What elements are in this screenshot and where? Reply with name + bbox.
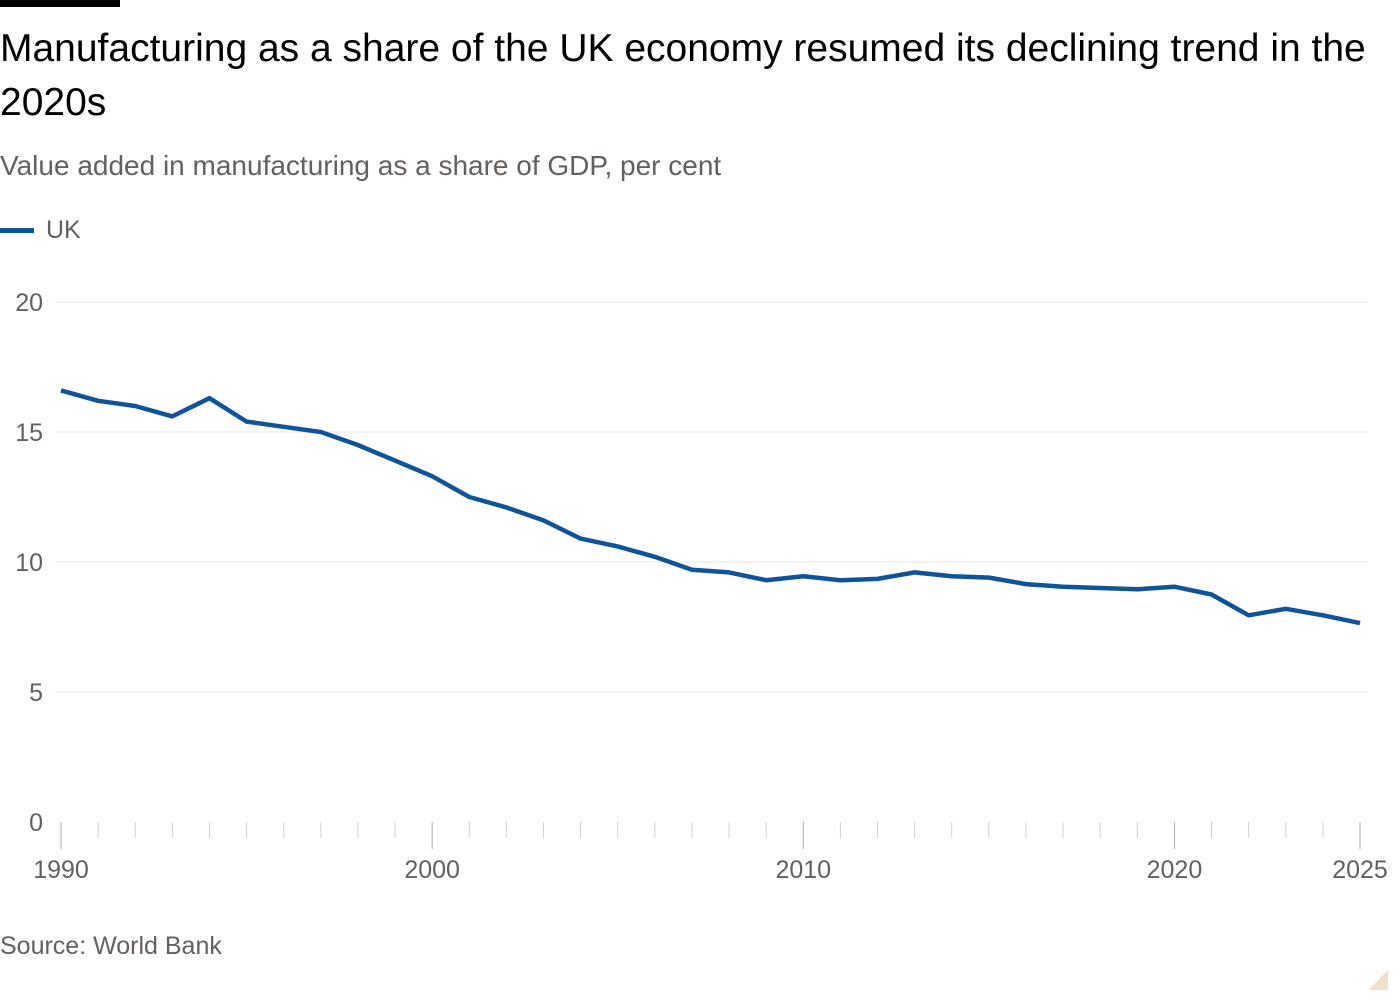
y-tick-label-5: 5	[29, 679, 43, 707]
source-note: Source: World Bank	[0, 932, 222, 960]
corner-mark	[1368, 970, 1388, 990]
x-tick-label-2000: 2000	[404, 856, 460, 884]
legend-label-uk: UK	[46, 215, 81, 244]
data-point-2009	[764, 578, 768, 582]
brand-top-bar	[0, 0, 120, 7]
data-point-1990	[59, 388, 63, 392]
series-line-uk	[60, 388, 1361, 626]
data-point-1992	[133, 404, 137, 408]
data-point-2013	[912, 570, 916, 574]
y-tick-label-20: 20	[15, 289, 43, 317]
data-point-2018	[1098, 586, 1102, 590]
data-point-2017	[1061, 585, 1065, 589]
data-point-2003	[541, 518, 545, 522]
data-point-2019	[1135, 587, 1139, 591]
data-point-2006	[653, 555, 657, 559]
chart-title: Manufacturing as a share of the UK econo…	[0, 27, 1366, 124]
x-tick-label-2020: 2020	[1147, 856, 1203, 884]
data-point-2016	[1024, 582, 1028, 586]
x-tick-label-2025: 2025	[1332, 856, 1388, 884]
data-point-2024	[1321, 613, 1325, 617]
data-point-1993	[170, 414, 174, 418]
x-tick-label-2010: 2010	[775, 856, 831, 884]
data-point-2025	[1358, 621, 1362, 625]
data-point-2021	[1209, 592, 1213, 596]
data-point-2012	[875, 577, 879, 581]
data-point-2023	[1284, 607, 1288, 611]
x-tick-label-1990: 1990	[33, 856, 89, 884]
data-point-2002	[504, 505, 508, 509]
data-point-1998	[356, 443, 360, 447]
data-point-2022	[1246, 613, 1250, 617]
legend: UK	[0, 210, 81, 250]
data-point-2000	[430, 474, 434, 478]
data-point-1991	[96, 399, 100, 403]
y-tick-label-15: 15	[15, 419, 43, 447]
data-point-1997	[319, 430, 323, 434]
data-point-1999	[393, 458, 397, 462]
data-point-2007	[690, 568, 694, 572]
data-point-1994	[207, 396, 211, 400]
data-point-2010	[801, 574, 805, 578]
chart-subtitle: Value added in manufacturing as a share …	[0, 150, 722, 181]
data-point-2015	[987, 575, 991, 579]
data-point-2005	[616, 544, 620, 548]
line-chart: 0 5 10 15 20 1990 2000 2010 2020 2025	[15, 289, 1388, 884]
data-point-2020	[1172, 585, 1176, 589]
data-point-2001	[467, 495, 471, 499]
data-point-1996	[281, 425, 285, 429]
data-point-2004	[578, 536, 582, 540]
data-point-1995	[244, 419, 248, 423]
y-tick-label-10: 10	[15, 549, 43, 577]
y-tick-label-0: 0	[29, 809, 43, 837]
legend-swatch-uk	[0, 227, 34, 233]
data-point-2014	[950, 574, 954, 578]
data-point-2011	[838, 578, 842, 582]
data-point-2008	[727, 570, 731, 574]
